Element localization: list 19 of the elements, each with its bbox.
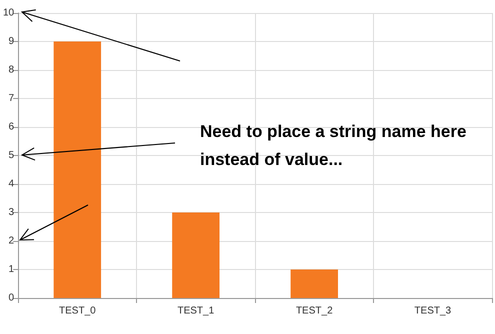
x-tick-label: TEST_2 (296, 306, 334, 316)
x-tick-label: TEST_3 (414, 306, 452, 316)
bar (290, 270, 338, 298)
bar (54, 42, 102, 298)
y-tick-label: 9 (8, 36, 15, 47)
y-tick-label: 5 (8, 150, 15, 161)
y-tick-label: 1 (8, 264, 15, 275)
x-tick-label: TEST_1 (177, 306, 215, 316)
annotation: Need to place a string name here instead of value... (200, 121, 468, 171)
y-tick-label: 4 (8, 178, 15, 190)
bar (172, 212, 220, 298)
y-tick-label: 0 (8, 292, 15, 304)
y-tick-label: 10 (3, 8, 15, 18)
y-tick-label: 7 (8, 93, 15, 104)
y-tick-label: 6 (8, 122, 15, 132)
y-tick-label: 3 (8, 207, 15, 218)
y-tick-label: 8 (8, 64, 15, 76)
x-tick-label: TEST_0 (59, 306, 96, 316)
y-tick-label: 2 (8, 236, 15, 246)
